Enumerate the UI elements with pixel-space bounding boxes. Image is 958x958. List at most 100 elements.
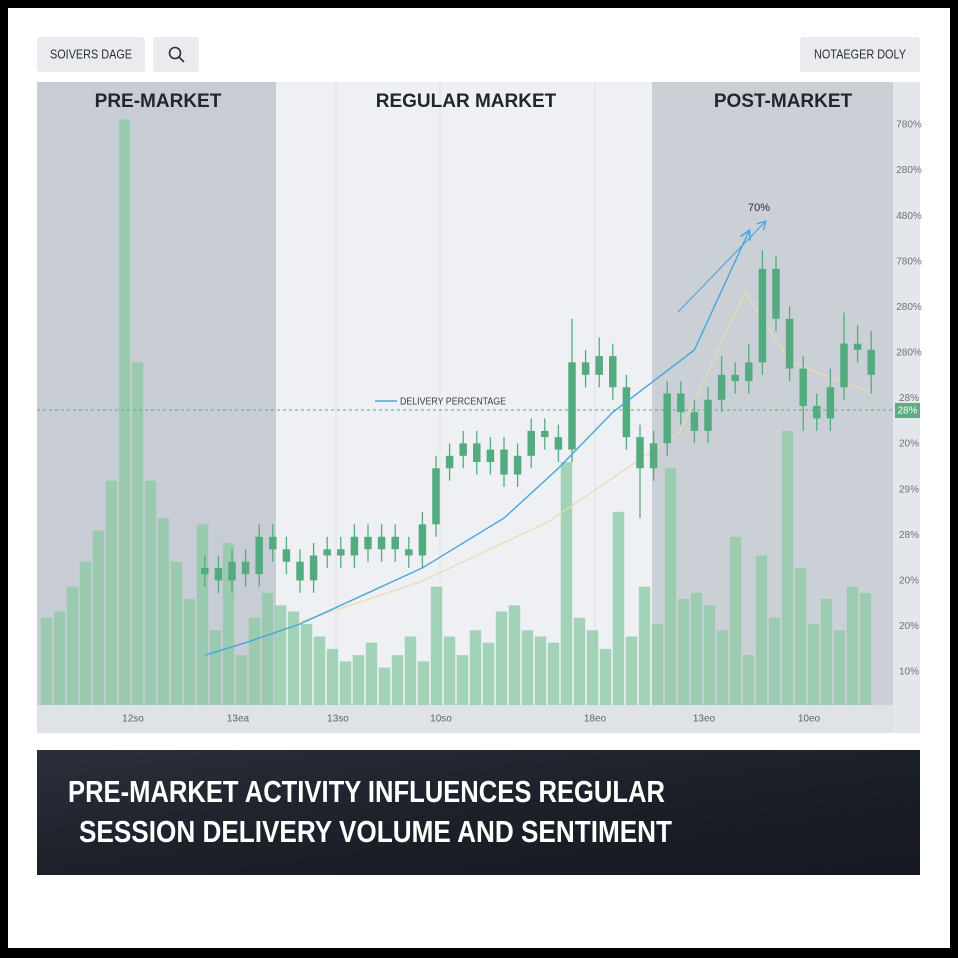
candle-body (799, 368, 807, 406)
caption-box (37, 750, 920, 875)
right-button[interactable] (800, 37, 920, 72)
candle-body (717, 374, 726, 400)
volume-bar (417, 661, 430, 705)
volume-bar (40, 617, 53, 705)
candle-body (500, 449, 508, 475)
candle-body (391, 536, 399, 550)
candle-body (704, 399, 712, 431)
volume-bar (586, 630, 599, 705)
y-axis-label: 280% (896, 302, 922, 313)
x-axis-strip (37, 705, 893, 733)
candle-body (405, 549, 413, 556)
volume-bar (859, 592, 872, 705)
candle-body (826, 387, 835, 419)
volume-bar (664, 468, 677, 705)
candle-body (541, 430, 549, 438)
candle-body (745, 362, 753, 382)
volume-bar (534, 636, 547, 705)
volume-bar (66, 586, 79, 705)
y-axis-label: 280% (896, 348, 922, 359)
candle-body (323, 549, 331, 556)
candle-body (853, 343, 862, 350)
left-button[interactable] (37, 37, 145, 72)
trend-arrow (677, 222, 765, 313)
volume-bar (222, 543, 235, 705)
session-label: REGULAR MARKET (376, 91, 557, 112)
candle-body (241, 561, 250, 575)
volume-bar (274, 605, 287, 705)
volume-bar (157, 518, 170, 705)
candle-body (364, 536, 372, 550)
candle-body (269, 536, 277, 550)
candle-body (554, 437, 563, 450)
volume-bar (521, 630, 534, 705)
volume-bar (833, 630, 846, 705)
volume-bar (690, 592, 703, 705)
volume-bar (781, 430, 794, 705)
candle-body (649, 443, 658, 469)
volume-bar (404, 636, 417, 705)
candle-body (214, 567, 223, 581)
right-button-label: NOTAEGER DOLY (814, 46, 906, 61)
candle-body (201, 567, 209, 575)
volume-bar (716, 630, 729, 705)
volume-bar (547, 642, 560, 705)
x-axis-label: 10so (430, 714, 452, 725)
candle-body (690, 412, 699, 431)
candle-body (228, 561, 236, 581)
volume-bar (105, 480, 118, 705)
session-label: PRE-MARKET (95, 91, 222, 112)
volume-bar (508, 605, 521, 705)
candle-body (445, 455, 454, 469)
candle-body (677, 393, 685, 413)
candle-body (513, 455, 522, 475)
volume-bar (53, 611, 66, 705)
candle-body (486, 449, 495, 463)
x-axis-label: 12so (122, 714, 144, 725)
volume-bar (794, 567, 807, 705)
candle-body (418, 524, 427, 556)
volume-bar (703, 605, 716, 705)
x-axis-label: 18eo (584, 714, 607, 725)
volume-bar (300, 624, 313, 705)
candle-body (459, 443, 467, 456)
candle-body (568, 362, 576, 450)
candle-body (527, 430, 535, 456)
volume-bar (456, 655, 469, 705)
volume-bar (196, 524, 209, 705)
search-button[interactable] (153, 37, 199, 72)
y-axis-label: 780% (896, 120, 922, 131)
y-axis-label: 29% (899, 484, 919, 495)
annotation: 70% (748, 202, 770, 214)
volume-bar (430, 586, 443, 705)
current-level-tag (895, 403, 920, 418)
search-icon (168, 46, 182, 60)
candle-body (473, 443, 481, 463)
y-axis-label: 780% (896, 256, 922, 267)
candle-body (867, 349, 875, 375)
left-button-label: SOIVERS DAGE (50, 46, 132, 61)
volume-bar (235, 655, 248, 705)
volume-bar (92, 530, 105, 705)
candle-body (609, 356, 617, 388)
candle-body (636, 437, 644, 469)
y-axis-label: 28% (899, 530, 919, 541)
volume-bar (599, 648, 612, 705)
volume-bar (846, 586, 859, 705)
y-axis-label: 28% (899, 393, 919, 404)
volume-bar (560, 462, 573, 705)
regular-market-region (276, 82, 652, 705)
volume-bar (677, 599, 690, 705)
candle-body (337, 549, 345, 556)
candle-body (758, 268, 767, 363)
volume-bar (742, 655, 755, 705)
candle-body (255, 536, 263, 575)
volume-bar (287, 611, 300, 705)
candle-body (432, 468, 440, 525)
volume-bar (326, 648, 339, 705)
volume-bar (209, 630, 222, 705)
candle-body (663, 393, 671, 444)
y-axis-label: 10% (899, 667, 919, 678)
volume-bar (469, 630, 482, 705)
volume-bar (313, 636, 326, 705)
